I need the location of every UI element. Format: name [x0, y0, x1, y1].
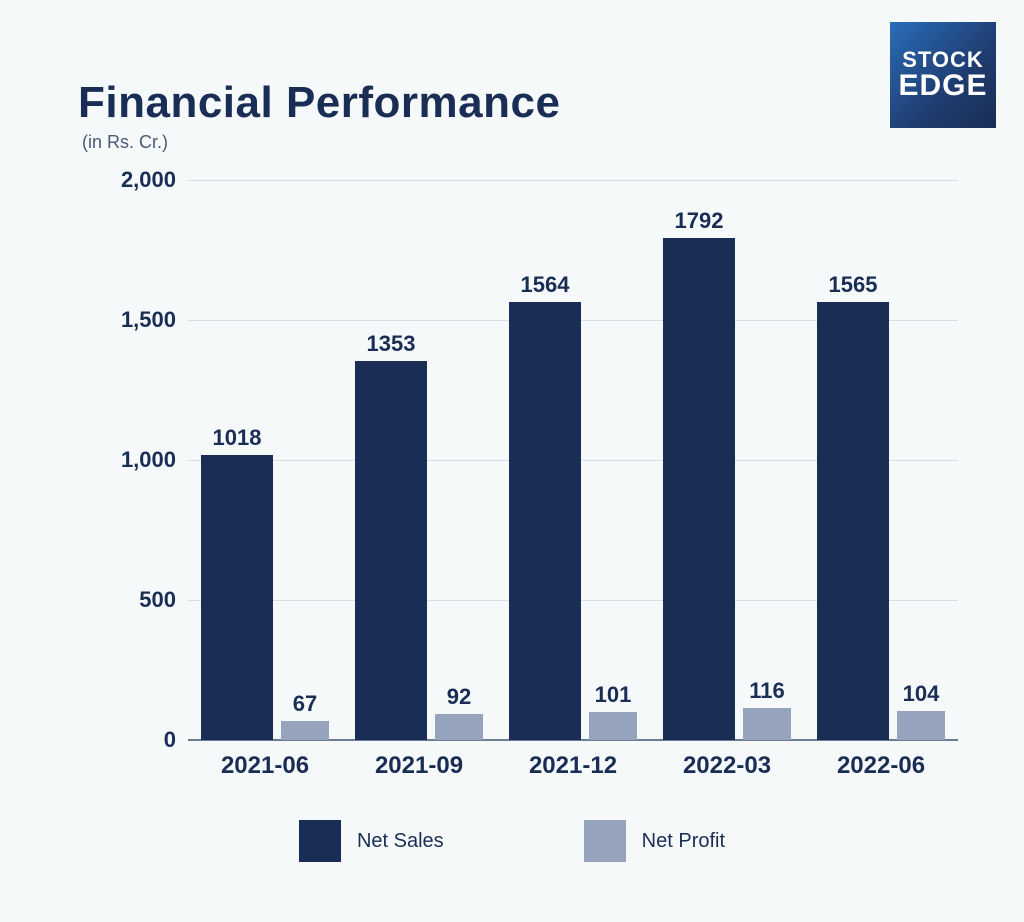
net-profit-bar: 67	[281, 721, 329, 740]
bar-value-label: 101	[595, 682, 632, 708]
bar-group: 1353 92	[355, 361, 483, 740]
stockedge-logo: STOCK EDGE	[890, 22, 996, 128]
x-tick-label: 2022-06	[837, 752, 925, 780]
y-tick-label: 500	[86, 587, 176, 613]
net-sales-bar: 1018	[201, 455, 273, 740]
x-tick-label: 2021-12	[529, 752, 617, 780]
net-profit-bar: 116	[743, 708, 791, 740]
y-tick-label: 0	[86, 727, 176, 753]
plot-area: 1018672021-061353922021-0915641012021-12…	[188, 180, 958, 740]
bar-value-label: 1564	[521, 272, 570, 298]
net-sales-bar: 1564	[509, 302, 581, 740]
bar-value-label: 1792	[675, 208, 724, 234]
logo-line2: EDGE	[898, 71, 987, 101]
legend-label: Net Profit	[642, 830, 725, 853]
legend-swatch	[584, 820, 626, 862]
legend-item: Net Profit	[584, 820, 725, 862]
gridline	[188, 180, 958, 181]
legend-swatch	[299, 820, 341, 862]
logo-line1: STOCK	[902, 49, 984, 71]
bar-group: 1564 101	[509, 302, 637, 740]
bar-value-label: 116	[749, 678, 785, 704]
legend-label: Net Sales	[357, 830, 444, 853]
legend: Net Sales Net Profit	[0, 820, 1024, 862]
bar-value-label: 1018	[213, 425, 262, 451]
x-tick-label: 2021-09	[375, 752, 463, 780]
net-sales-bar: 1792	[663, 238, 735, 740]
net-profit-bar: 92	[435, 714, 483, 740]
title-block: Financial Performance (in Rs. Cr.)	[78, 78, 560, 153]
x-tick-label: 2021-06	[221, 752, 309, 780]
net-profit-bar: 104	[897, 711, 945, 740]
financial-performance-chart: 1018672021-061353922021-0915641012021-12…	[78, 180, 958, 740]
bar-value-label: 92	[447, 684, 471, 710]
y-tick-label: 1,000	[86, 447, 176, 473]
bar-value-label: 1565	[829, 272, 878, 298]
bar-group: 1565 104	[817, 302, 945, 740]
bar-value-label: 67	[293, 691, 317, 717]
y-tick-label: 1,500	[86, 307, 176, 333]
net-sales-bar: 1565	[817, 302, 889, 740]
chart-subtitle: (in Rs. Cr.)	[82, 132, 560, 153]
bar-group: 1792116	[663, 238, 791, 740]
bar-value-label: 104	[903, 681, 940, 707]
chart-title: Financial Performance	[78, 78, 560, 128]
net-profit-bar: 101	[589, 712, 637, 740]
legend-item: Net Sales	[299, 820, 444, 862]
y-tick-label: 2,000	[86, 167, 176, 193]
bar-group: 1018 67	[201, 455, 329, 740]
x-tick-label: 2022-03	[683, 752, 771, 780]
net-sales-bar: 1353	[355, 361, 427, 740]
bar-value-label: 1353	[367, 331, 416, 357]
